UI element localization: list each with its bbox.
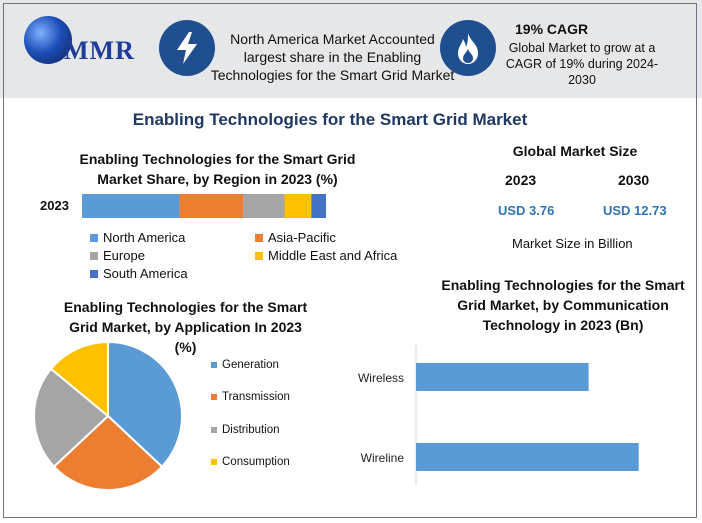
title-line: Grid Market, by Application In 2023 [69, 319, 302, 335]
market-year-2023: 2023 [505, 172, 537, 188]
title-line: Grid Market, by Communication [457, 297, 669, 313]
flame-icon [440, 20, 496, 76]
market-value-2030: USD 12.73 [603, 203, 667, 218]
legend-swatch [90, 269, 98, 278]
cagr-line: Global Market to grow at a [508, 41, 656, 55]
legend-label: Europe [103, 248, 145, 263]
legend-swatch [90, 251, 98, 260]
legend-item: Consumption [211, 456, 290, 468]
communication-chart-title: Enabling Technologies for the Smart Grid… [432, 275, 694, 335]
communication-bar-chart: Wireless Wireline [358, 345, 639, 485]
category-label: Wireless [358, 371, 404, 385]
legend-item: Distribution [211, 424, 280, 436]
banner-line: North America Market Accounted [230, 31, 435, 47]
cagr-description: Global Market to grow at a CAGR of 19% d… [502, 40, 662, 88]
title-line: Enabling Technologies for the Smart [441, 277, 685, 293]
lightning-bolt-icon [159, 20, 215, 76]
legend-label: South America [103, 266, 188, 281]
region-stacked-bar-chart: 2023 [40, 194, 326, 218]
region-bar-segment [284, 194, 312, 218]
header-band [0, 0, 702, 98]
region-bar-segment [311, 194, 326, 218]
pie-slice [49, 340, 109, 419]
market-size-unit: Market Size in Billion [512, 236, 633, 251]
cagr-title: 19% CAGR [515, 21, 589, 37]
pie-slice [107, 340, 183, 469]
market-value-2023: USD 3.76 [498, 203, 555, 218]
category-label: 2023 [40, 198, 69, 213]
legend-label: North America [103, 230, 186, 245]
market-size-title: Global Market Size [512, 143, 638, 159]
region-bar-segment [243, 194, 285, 218]
main-title: Enabling Technologies for the Smart Grid… [132, 110, 528, 129]
globe-icon [24, 16, 72, 64]
application-pie-chart [33, 340, 183, 491]
banner-text: North America Market Accounted largest s… [210, 30, 455, 84]
application-chart-title: Enabling Technologies for the Smart Grid… [58, 297, 313, 357]
legend-label: Consumption [222, 456, 290, 468]
legend-swatch [211, 362, 217, 368]
title-line: Enabling Technologies for the Smart Grid [79, 151, 356, 167]
legend-label: Transmission [222, 391, 290, 403]
category-label: Wireline [361, 451, 405, 465]
legend-item: South America [90, 266, 188, 281]
legend-swatch [90, 233, 98, 242]
outer-frame [3, 3, 697, 518]
legend-item: Transmission [211, 391, 290, 403]
legend-item: Generation [211, 359, 279, 371]
legend-label: Generation [222, 359, 279, 371]
legend-item: North America [90, 230, 185, 245]
region-bar-segment [179, 194, 244, 218]
legend-item: Asia-Pacific [255, 230, 336, 245]
title-line: Market Share, by Region in 2023 (%) [97, 171, 338, 187]
banner-line: Technologies for the Smart Grid Market [210, 67, 455, 83]
region-bar-segment [82, 194, 180, 218]
logo-text: MMR [64, 36, 135, 65]
pie-slice [52, 414, 164, 491]
legend-label: Asia-Pacific [268, 230, 336, 245]
legend-label: Middle East and Africa [268, 248, 398, 263]
legend-swatch [211, 394, 217, 400]
title-line: (%) [174, 339, 197, 355]
cagr-line: CAGR of 19% during 2024- [505, 57, 659, 71]
title-line: Enabling Technologies for the Smart [63, 299, 308, 315]
mmr-logo: MMR [16, 12, 146, 72]
legend-swatch [255, 251, 263, 260]
legend-swatch [211, 427, 217, 433]
legend-item: Middle East and Africa [255, 248, 397, 263]
legend-swatch [211, 459, 217, 465]
pie-slice [33, 367, 110, 469]
market-year-2030: 2030 [618, 172, 650, 188]
communication-bar [416, 363, 589, 391]
cagr-line: 2030 [568, 73, 596, 87]
communication-bar [416, 443, 639, 471]
region-chart-title: Enabling Technologies for the Smart Grid… [70, 149, 365, 189]
legend-label: Distribution [222, 424, 280, 436]
legend-swatch [255, 233, 263, 242]
legend-item: Europe [90, 248, 145, 263]
title-line: Technology in 2023 (Bn) [482, 317, 644, 333]
banner-line: largest share in the Enabling [243, 49, 422, 65]
